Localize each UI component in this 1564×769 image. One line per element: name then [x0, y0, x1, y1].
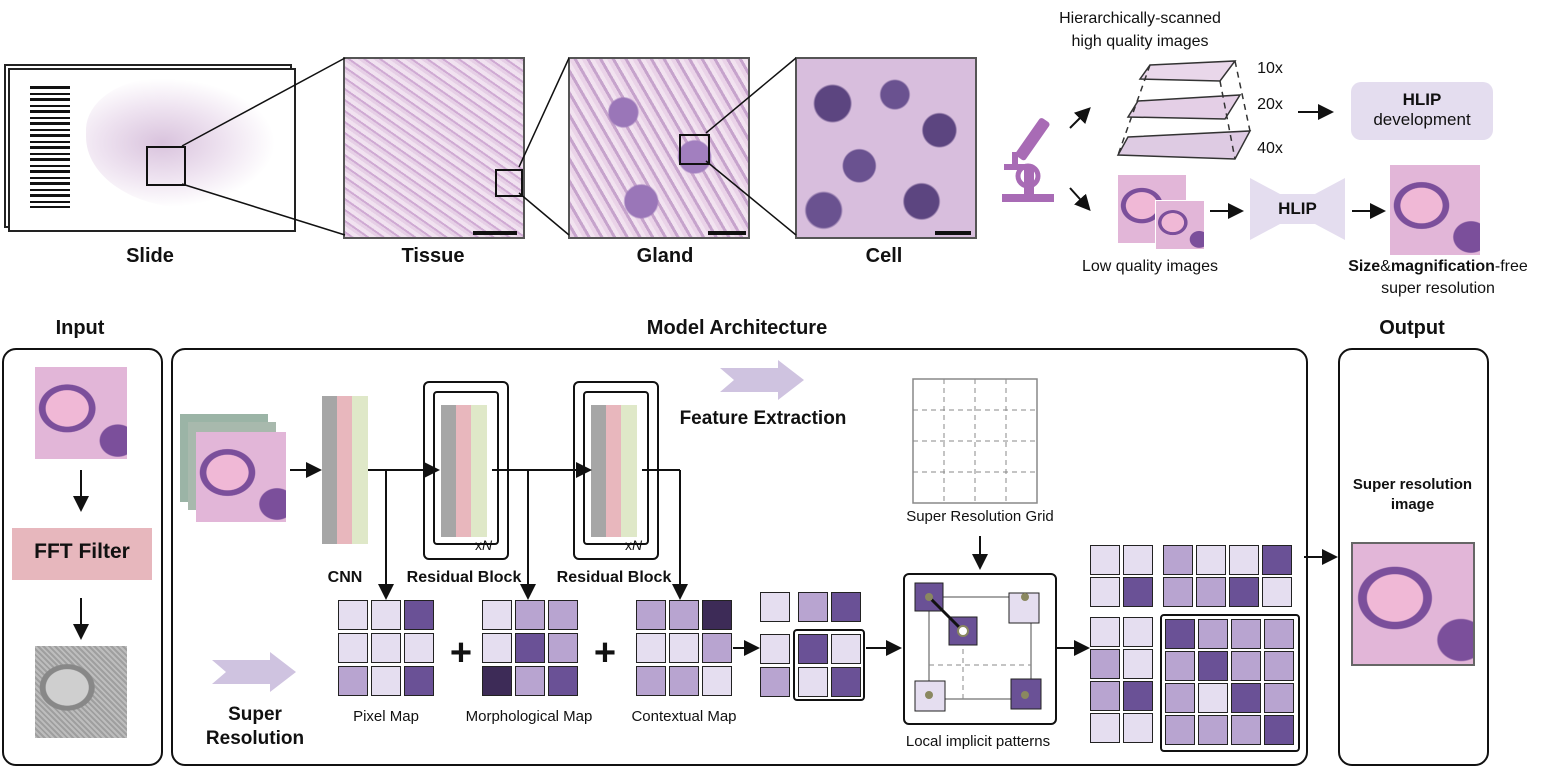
sr-bold-size: Size	[1348, 258, 1381, 275]
local-implicit-label: Local implicit patterns	[905, 733, 1051, 750]
x: x	[625, 537, 632, 553]
input-image	[35, 367, 127, 459]
scale-bar	[473, 231, 517, 235]
super-label-1: Super	[228, 704, 282, 725]
sr-free-label-2: super resolution	[1381, 280, 1495, 297]
result-grid-tl	[1090, 545, 1156, 607]
label-cell: Cell	[865, 245, 903, 267]
mag-40x: 40x	[1257, 140, 1283, 157]
input-title: Input	[55, 317, 105, 339]
sr-amp: &	[1380, 258, 1391, 275]
sr-image-label-2: image	[1390, 496, 1435, 513]
model-title: Model Architecture	[646, 317, 828, 339]
super-resolution-grid	[912, 378, 1038, 504]
sr-image-label-1: Super resolution	[1352, 476, 1473, 493]
tissue-image	[343, 57, 525, 239]
morph-map-label: Morphological Map	[465, 708, 593, 725]
fft-filter-box	[12, 528, 152, 580]
super-label-2: Resolution	[205, 728, 305, 749]
cnn-block	[322, 396, 368, 544]
morphological-map	[482, 600, 578, 696]
xn-label-1: xN	[475, 537, 492, 553]
pixel-map	[338, 600, 434, 696]
low-quality-image-2	[1155, 200, 1205, 250]
plus-1: +	[449, 632, 473, 674]
hlip-label: HLIP	[1278, 199, 1317, 218]
input-arrows	[73, 470, 89, 640]
hlip-dev-sub: development	[1373, 110, 1471, 129]
layer-stack	[1116, 60, 1252, 160]
n: N	[632, 537, 643, 553]
barcode	[30, 86, 70, 208]
cell-image	[795, 57, 977, 239]
mag-20x: 20x	[1257, 96, 1283, 113]
cnn-label: CNN	[327, 569, 363, 586]
scan-title-1: Hierarchically-scanned	[1059, 10, 1221, 27]
gland-roi-box	[679, 134, 710, 165]
label-slide: Slide	[126, 245, 174, 267]
hlip-development-box: HLIP development	[1351, 82, 1493, 140]
local-implicit-box	[903, 573, 1057, 725]
slide-roi-box	[146, 146, 186, 186]
hlip-model-shape	[1250, 178, 1345, 240]
microscope-icon	[1002, 118, 1054, 202]
model-input-stack	[180, 414, 290, 526]
result-grid-tr	[1163, 545, 1295, 607]
plus-2: +	[593, 632, 617, 674]
pixel-map-label: Pixel Map	[353, 708, 419, 725]
scale-bar	[935, 231, 971, 235]
model-flow-arrows	[290, 462, 1338, 656]
fft-filter-label: FFT Filter	[34, 540, 130, 563]
low-quality-label: Low quality images	[1081, 258, 1219, 275]
top-arrows	[1069, 104, 1386, 219]
local-implicit-pattern	[914, 582, 1042, 712]
contextual-map	[636, 600, 732, 696]
combined-map	[760, 592, 866, 701]
residual-block-1-label: Residual Block	[406, 569, 522, 586]
feature-extraction-label: Feature Extraction	[679, 408, 847, 429]
residual-block-2-label: Residual Block	[556, 569, 672, 586]
sr-grid-label: Super Resolution Grid	[906, 508, 1054, 525]
mag-10x: 10x	[1257, 60, 1283, 77]
sr-output-top	[1390, 165, 1480, 255]
feature-extraction-arrow	[720, 360, 804, 400]
label-tissue: Tissue	[401, 245, 465, 267]
sr-output-image	[1351, 542, 1475, 666]
result-grid-br	[1160, 614, 1300, 752]
super-resolution-arrow	[212, 652, 296, 692]
n: N	[482, 537, 493, 553]
xn-label-2: xN	[625, 537, 642, 553]
context-map-label: Contextual Map	[631, 708, 737, 725]
result-grid-bl	[1090, 617, 1156, 745]
output-title: Output	[1379, 317, 1445, 339]
fft-output-image	[35, 646, 127, 738]
sr-free-label: Size&magnification-free	[1320, 258, 1556, 276]
slide-tissue	[86, 78, 276, 208]
sr-bold-mag: magnification	[1390, 258, 1495, 275]
zoom-lines	[181, 57, 797, 236]
scan-title-2: high quality images	[1071, 33, 1209, 50]
gland-image	[568, 57, 750, 239]
slide-image	[4, 64, 296, 232]
hlip-dev-title: HLIP	[1402, 90, 1442, 109]
label-gland: Gland	[636, 245, 694, 267]
tissue-roi-box	[495, 169, 523, 197]
scale-bar	[708, 231, 746, 235]
x: x	[475, 537, 482, 553]
sr-rest: -free	[1494, 258, 1528, 275]
